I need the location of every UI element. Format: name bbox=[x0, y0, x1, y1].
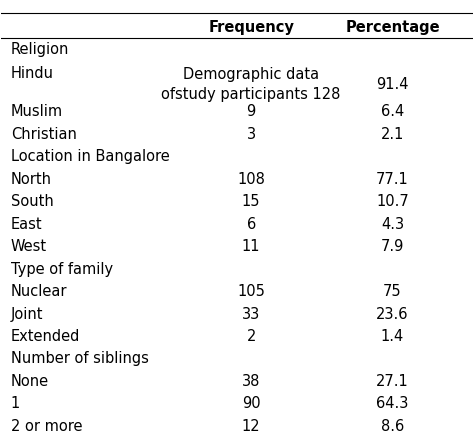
Text: 9: 9 bbox=[246, 104, 256, 119]
Text: 90: 90 bbox=[242, 395, 260, 411]
Text: None: None bbox=[11, 373, 49, 388]
Text: Frequency: Frequency bbox=[208, 20, 294, 35]
Text: Type of family: Type of family bbox=[11, 261, 113, 276]
Text: 6: 6 bbox=[246, 216, 256, 231]
Text: 12: 12 bbox=[242, 418, 260, 433]
Text: Christian: Christian bbox=[11, 126, 77, 141]
Text: Hindu: Hindu bbox=[11, 66, 54, 81]
Text: 108: 108 bbox=[237, 171, 265, 186]
Text: 4.3: 4.3 bbox=[381, 216, 404, 231]
Text: 2: 2 bbox=[246, 328, 256, 343]
Text: 11: 11 bbox=[242, 239, 260, 253]
Text: Extended: Extended bbox=[11, 328, 80, 343]
Text: East: East bbox=[11, 216, 43, 231]
Text: West: West bbox=[11, 239, 47, 253]
Text: North: North bbox=[11, 171, 52, 186]
Text: Nuclear: Nuclear bbox=[11, 283, 67, 298]
Text: Number of siblings: Number of siblings bbox=[11, 351, 149, 365]
Text: 10.7: 10.7 bbox=[376, 194, 409, 209]
Text: 23.6: 23.6 bbox=[376, 306, 409, 321]
Text: 33: 33 bbox=[242, 306, 260, 321]
Text: 105: 105 bbox=[237, 283, 265, 298]
Text: 1: 1 bbox=[11, 395, 20, 411]
Text: Religion: Religion bbox=[11, 42, 69, 57]
Text: 75: 75 bbox=[383, 283, 402, 298]
Text: 6.4: 6.4 bbox=[381, 104, 404, 119]
Text: 91.4: 91.4 bbox=[376, 77, 409, 92]
Text: Joint: Joint bbox=[11, 306, 43, 321]
Text: 3: 3 bbox=[246, 126, 255, 141]
Text: 1.4: 1.4 bbox=[381, 328, 404, 343]
Text: Location in Bangalore: Location in Bangalore bbox=[11, 149, 170, 164]
Text: 15: 15 bbox=[242, 194, 260, 209]
Text: 8.6: 8.6 bbox=[381, 418, 404, 433]
Text: Demographic data
ofstudy participants 128: Demographic data ofstudy participants 12… bbox=[162, 67, 341, 102]
Text: 64.3: 64.3 bbox=[376, 395, 409, 411]
Text: 77.1: 77.1 bbox=[376, 171, 409, 186]
Text: 7.9: 7.9 bbox=[381, 239, 404, 253]
Text: 38: 38 bbox=[242, 373, 260, 388]
Text: South: South bbox=[11, 194, 54, 209]
Text: Muslim: Muslim bbox=[11, 104, 63, 119]
Text: 2 or more: 2 or more bbox=[11, 418, 82, 433]
Text: Percentage: Percentage bbox=[345, 20, 440, 35]
Text: 27.1: 27.1 bbox=[376, 373, 409, 388]
Text: 2.1: 2.1 bbox=[381, 126, 404, 141]
